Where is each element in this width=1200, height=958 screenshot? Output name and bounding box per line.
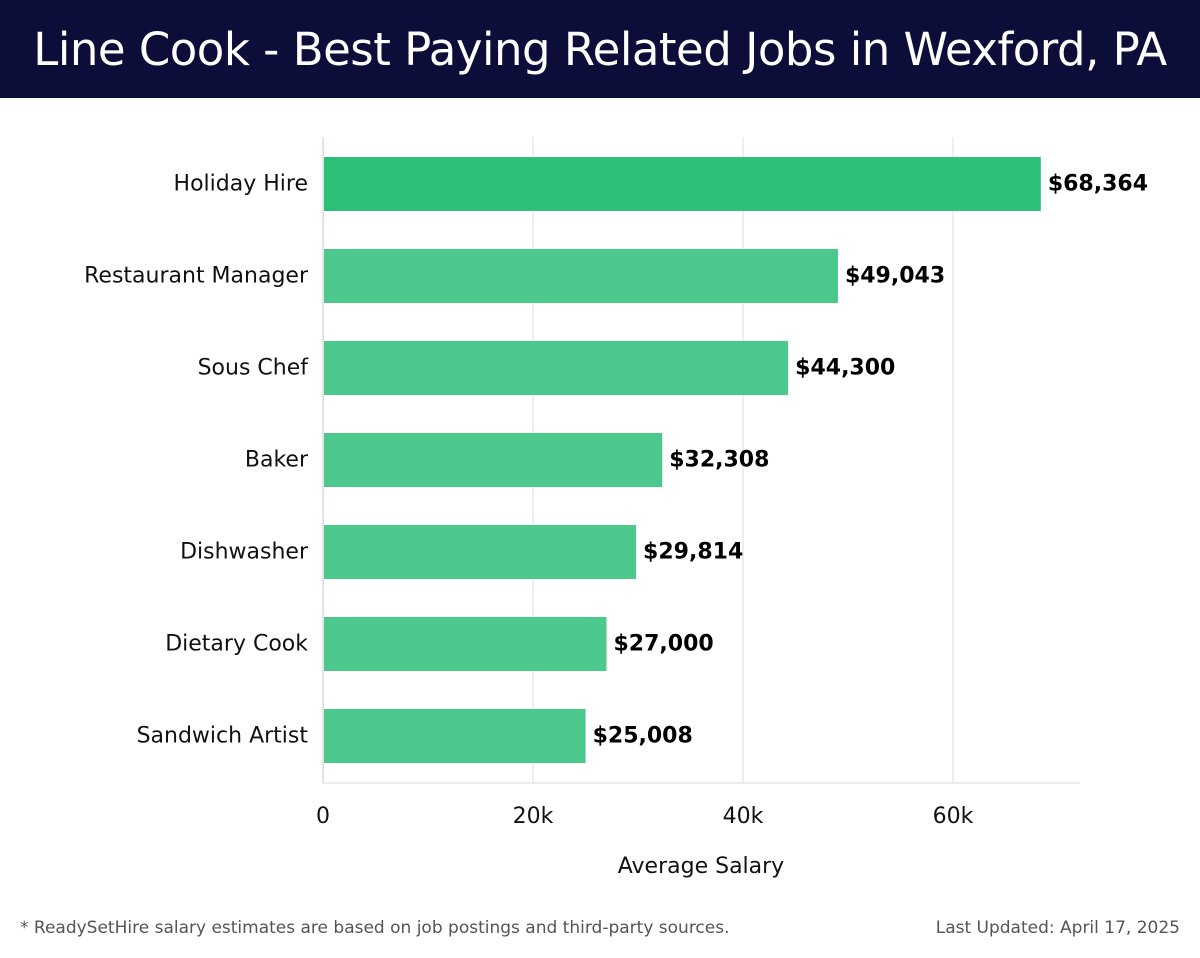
x-tick-label: 40k [723,804,764,829]
bar [324,157,1041,211]
x-tick-label: 0 [316,804,330,829]
category-label: Sandwich Artist [137,724,309,749]
bar [324,433,663,487]
category-label: Sous Chef [198,356,310,381]
value-label: $25,008 [593,724,693,749]
bar [324,709,586,763]
bar [324,525,637,579]
value-label: $44,300 [795,356,895,381]
category-label: Holiday Hire [174,172,308,197]
category-label: Dishwasher [180,540,309,565]
x-tick-label: 60k [933,804,974,829]
chart-title: Line Cook - Best Paying Related Jobs in … [33,22,1167,76]
value-label: $32,308 [669,448,769,473]
value-label: $29,814 [643,540,743,565]
chart-header: Line Cook - Best Paying Related Jobs in … [0,0,1200,98]
category-label: Dietary Cook [165,632,308,657]
bar-chart: Holiday Hire $68,364 Restaurant Manager $49… [84,137,1148,879]
category-label: Restaurant Manager [84,264,309,289]
last-updated: Last Updated: April 17, 2025 [935,918,1180,938]
footer-note: * ReadySetHire salary estimates are base… [20,918,730,938]
bar [324,341,789,395]
x-tick-label: 20k [513,804,554,829]
bar [324,617,607,671]
category-label: Baker [245,448,309,473]
value-label: $27,000 [614,632,714,657]
value-label: $49,043 [845,264,945,289]
bar [324,249,838,303]
x-axis-title: Average Salary [618,854,784,879]
value-label: $68,364 [1048,172,1148,197]
